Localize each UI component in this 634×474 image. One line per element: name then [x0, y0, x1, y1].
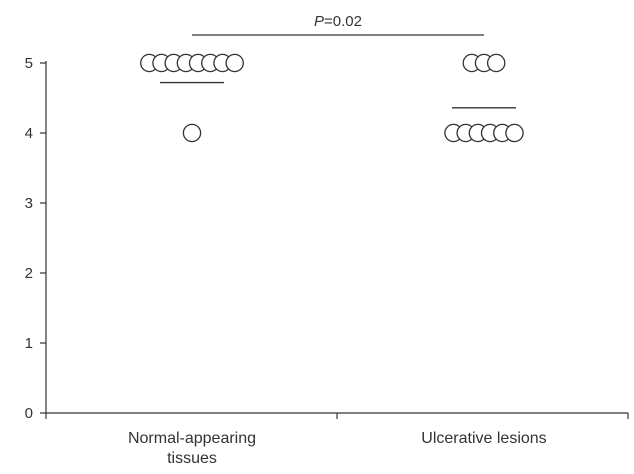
p-value-italic: P [314, 13, 324, 30]
y-tick-label: 4 [25, 125, 33, 142]
y-tick-label: 2 [25, 265, 33, 282]
p-value-label: P=0.02 [314, 13, 362, 30]
mean-lines [160, 81, 516, 109]
y-axis: 0 1 2 3 4 5 [25, 55, 47, 422]
x-category-label: Normal-appearing tissues [128, 430, 256, 467]
data-point [486, 53, 506, 73]
x-category-label-line: tissues [167, 450, 217, 467]
x-category-label-line: Normal-appearing [128, 430, 256, 447]
y-tick-label: 3 [25, 195, 33, 212]
data-point [225, 53, 244, 73]
y-tick-label: 5 [25, 55, 33, 72]
y-tick-label: 1 [25, 335, 33, 352]
significance-annotation: P=0.02 [192, 13, 484, 36]
data-point [182, 123, 202, 143]
y-tick-label: 0 [25, 405, 33, 422]
data-points [140, 53, 524, 143]
p-value-text: =0.02 [324, 13, 362, 30]
x-axis: Normal-appearing tissues Ulcerative lesion… [45, 412, 629, 467]
data-point [505, 123, 524, 143]
x-category-label: Ulcerative lesions [421, 430, 546, 447]
x-category-label-line: Ulcerative lesions [421, 430, 546, 447]
